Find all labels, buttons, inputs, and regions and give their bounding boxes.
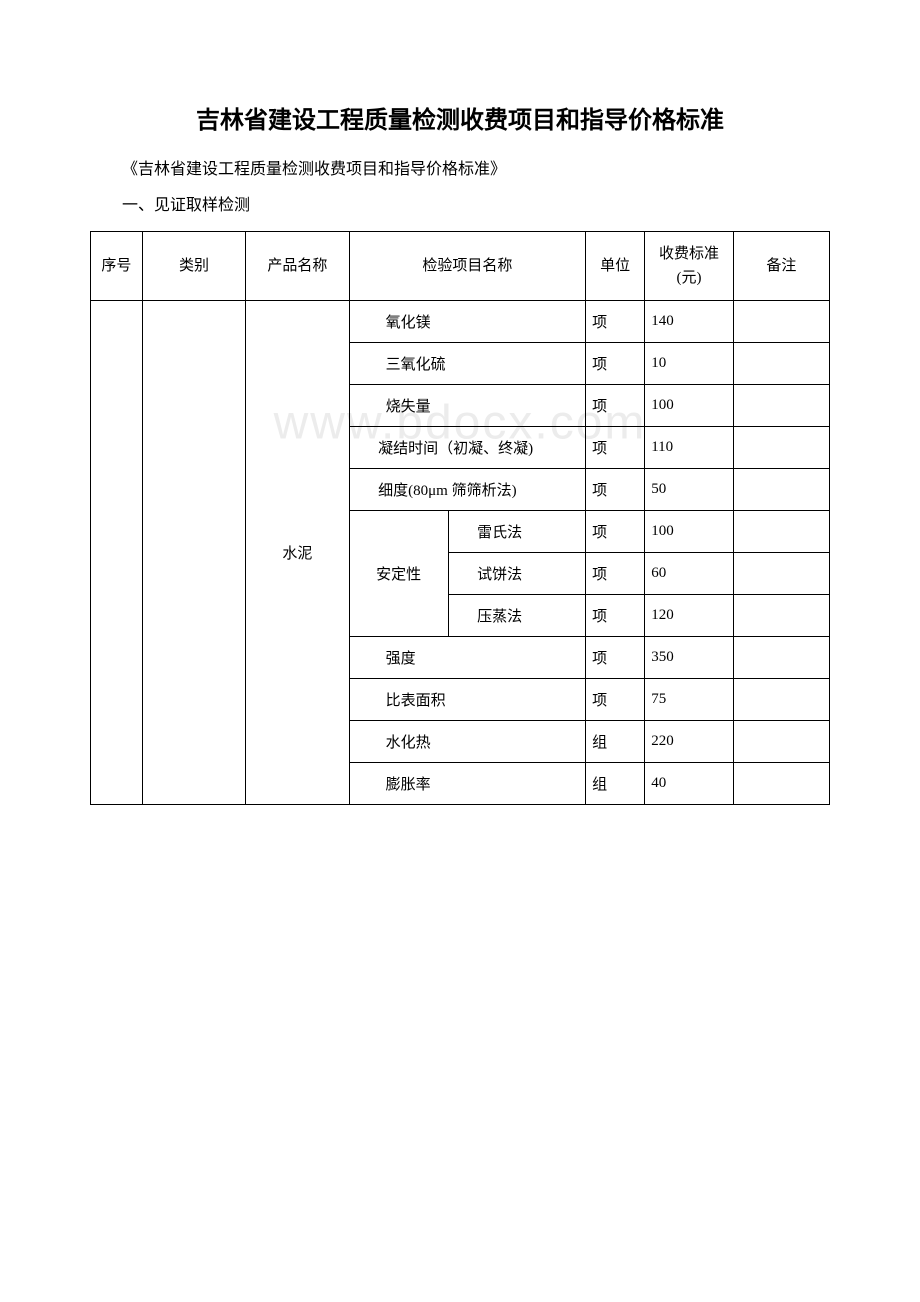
table-header-row: 序号 类别 产品名称 检验项目名称 单位 收费标准(元) 备注 xyxy=(91,232,830,301)
cell-num xyxy=(91,301,143,805)
cell-fee: 100 xyxy=(645,511,734,553)
cell-stability: 安定性 xyxy=(349,511,448,637)
cell-unit: 项 xyxy=(586,385,645,427)
table-row: 水泥 氧化镁 项 140 xyxy=(91,301,830,343)
cell-unit: 项 xyxy=(586,427,645,469)
cell-item: 比表面积 xyxy=(349,679,585,721)
header-num: 序号 xyxy=(91,232,143,301)
cell-fee: 110 xyxy=(645,427,734,469)
cell-item: 细度(80μm 筛筛析法) xyxy=(349,469,585,511)
cell-item: 凝结时间（初凝、终凝) xyxy=(349,427,585,469)
header-product: 产品名称 xyxy=(246,232,349,301)
cell-note xyxy=(733,763,829,805)
document-content: 吉林省建设工程质量检测收费项目和指导价格标准 《吉林省建设工程质量检测收费项目和… xyxy=(90,100,830,805)
cell-item: 膨胀率 xyxy=(349,763,585,805)
cell-item: 雷氏法 xyxy=(448,511,585,553)
header-fee: 收费标准(元) xyxy=(645,232,734,301)
cell-category xyxy=(142,301,245,805)
cell-unit: 项 xyxy=(586,343,645,385)
cell-note xyxy=(733,679,829,721)
cell-unit: 项 xyxy=(586,511,645,553)
cell-fee: 350 xyxy=(645,637,734,679)
cell-note xyxy=(733,385,829,427)
subtitle: 《吉林省建设工程质量检测收费项目和指导价格标准》 xyxy=(90,155,830,179)
cell-fee: 220 xyxy=(645,721,734,763)
cell-product: 水泥 xyxy=(246,301,349,805)
header-unit: 单位 xyxy=(586,232,645,301)
page-title: 吉林省建设工程质量检测收费项目和指导价格标准 xyxy=(90,100,830,135)
cell-item: 氧化镁 xyxy=(349,301,585,343)
cell-note xyxy=(733,427,829,469)
cell-note xyxy=(733,469,829,511)
header-note: 备注 xyxy=(733,232,829,301)
cell-fee: 60 xyxy=(645,553,734,595)
cell-item: 三氧化硫 xyxy=(349,343,585,385)
cell-item: 烧失量 xyxy=(349,385,585,427)
cell-note xyxy=(733,343,829,385)
cell-unit: 项 xyxy=(586,595,645,637)
cell-fee: 140 xyxy=(645,301,734,343)
cell-item: 强度 xyxy=(349,637,585,679)
cell-unit: 项 xyxy=(586,637,645,679)
cell-item: 试饼法 xyxy=(448,553,585,595)
cell-note xyxy=(733,301,829,343)
pricing-table: 序号 类别 产品名称 检验项目名称 单位 收费标准(元) 备注 水泥 氧化镁 项… xyxy=(90,231,830,805)
cell-unit: 组 xyxy=(586,721,645,763)
header-item: 检验项目名称 xyxy=(349,232,585,301)
cell-note xyxy=(733,637,829,679)
cell-unit: 项 xyxy=(586,469,645,511)
cell-fee: 120 xyxy=(645,595,734,637)
cell-unit: 项 xyxy=(586,679,645,721)
cell-fee: 40 xyxy=(645,763,734,805)
cell-note xyxy=(733,553,829,595)
cell-fee: 10 xyxy=(645,343,734,385)
cell-note xyxy=(733,721,829,763)
cell-unit: 组 xyxy=(586,763,645,805)
cell-note xyxy=(733,511,829,553)
cell-unit: 项 xyxy=(586,301,645,343)
cell-unit: 项 xyxy=(586,553,645,595)
cell-fee: 75 xyxy=(645,679,734,721)
cell-note xyxy=(733,595,829,637)
section-label: 一、见证取样检测 xyxy=(90,191,830,215)
cell-fee: 100 xyxy=(645,385,734,427)
cell-fee: 50 xyxy=(645,469,734,511)
header-category: 类别 xyxy=(142,232,245,301)
cell-item: 压蒸法 xyxy=(448,595,585,637)
cell-item: 水化热 xyxy=(349,721,585,763)
